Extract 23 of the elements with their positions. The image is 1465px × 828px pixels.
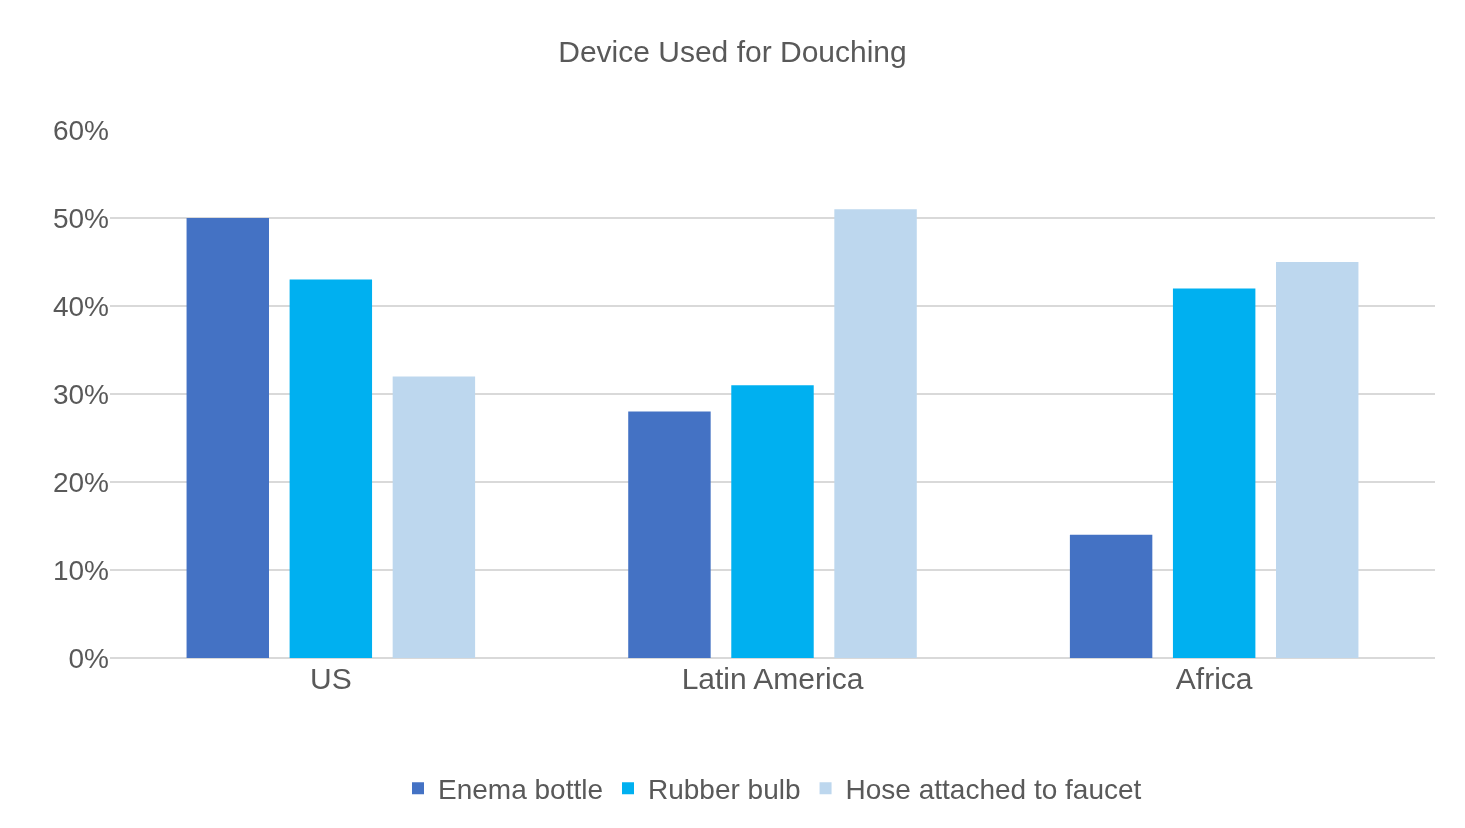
y-tick-label: 0%: [68, 642, 109, 674]
x-tick-label: Africa: [1175, 662, 1253, 695]
y-tick-label: 50%: [52, 202, 109, 234]
y-tick-label: 20%: [52, 466, 109, 498]
x-tick-label: US: [309, 662, 352, 695]
bar: [392, 376, 476, 658]
bar: [834, 209, 917, 658]
y-tick-label: 10%: [52, 554, 109, 586]
bar: [1172, 288, 1256, 658]
bar: [186, 218, 269, 658]
y-tick-label: 30%: [52, 378, 109, 410]
bar: [731, 385, 814, 658]
legend-label: Enema bottle: [438, 774, 603, 806]
bar: [1276, 262, 1359, 658]
legend-label: Rubber bulb: [648, 774, 801, 806]
chart-title: Device Used for Douching: [558, 35, 907, 69]
x-tick-label: Latin America: [681, 662, 864, 695]
bar: [289, 279, 373, 658]
y-tick-label: 40%: [52, 290, 109, 322]
bar: [1069, 534, 1153, 658]
bar: [628, 411, 711, 658]
legend-label: Hose attached to faucet: [845, 774, 1142, 806]
y-tick-label: 60%: [52, 114, 109, 146]
